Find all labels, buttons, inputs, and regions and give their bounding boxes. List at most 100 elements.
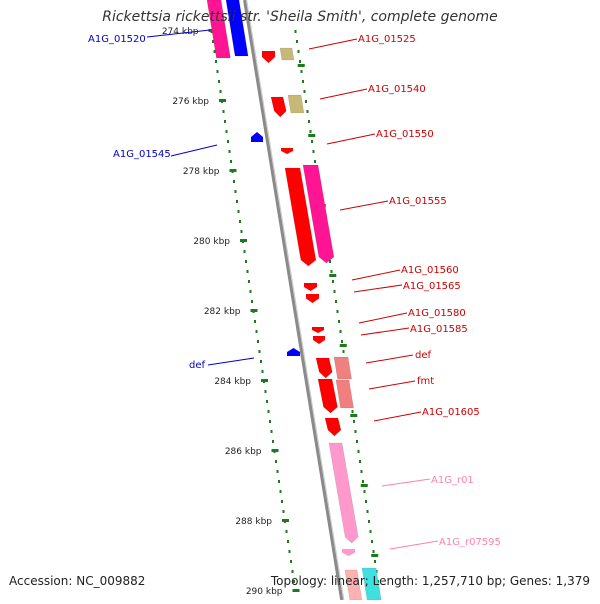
ruler-dot — [267, 410, 270, 413]
ruler-tick-label: 286 kbp — [225, 447, 262, 457]
gene-label: fmt — [417, 376, 434, 387]
gene-leader-line — [207, 357, 255, 366]
gene-leader-line — [319, 88, 368, 100]
ruler-dot — [294, 30, 297, 33]
ruler-minor-tick — [371, 554, 379, 557]
ruler-dot — [218, 80, 220, 83]
ruler-dot — [225, 130, 228, 133]
gene-block-a1g-01525-olive — [279, 47, 295, 61]
map-title: Rickettsia rickettsii str. 'Sheila Smith… — [102, 9, 498, 25]
ruler-dot — [266, 400, 268, 403]
ruler-dot — [300, 70, 303, 73]
gene-leader-line — [351, 269, 401, 281]
ruler-dot — [257, 340, 259, 343]
ruler-dot — [239, 220, 241, 223]
ruler-dot — [245, 260, 247, 263]
gene-label: def — [189, 360, 206, 371]
ruler-dot — [371, 540, 373, 543]
gene-label: A1G_01605 — [422, 407, 480, 418]
gene-leader-line — [308, 38, 358, 50]
gene-label: A1G_01560 — [401, 265, 459, 276]
accession-text: Accession: NC_009882 — [9, 574, 146, 588]
gene-leader-line — [358, 312, 408, 324]
gene-block-a1g-01555-red — [284, 167, 317, 267]
gene-label: A1G_01565 — [403, 281, 461, 292]
ruler-dot — [366, 510, 369, 513]
ruler-dot — [249, 290, 252, 293]
gene-label: A1G_01550 — [376, 129, 434, 140]
gene-label: A1G_01585 — [410, 324, 468, 335]
ruler-dot — [353, 420, 355, 423]
ruler-dot — [374, 560, 376, 563]
ruler-dot — [212, 40, 214, 43]
ruler-dot — [237, 210, 240, 213]
gene-block-def-light — [333, 356, 352, 380]
ruler-dot — [264, 390, 267, 393]
ruler-dot — [251, 300, 253, 303]
gene-leader-line — [353, 284, 403, 293]
ruler-dot — [308, 120, 310, 123]
ruler-dot — [275, 460, 277, 463]
ruler-tick-label: 284 kbp — [214, 377, 251, 387]
ruler-dot — [278, 480, 280, 483]
ruler-minor-tick — [329, 274, 337, 277]
ruler-dot — [338, 320, 340, 323]
ruler-major-tick — [282, 519, 289, 522]
ruler-dot — [261, 370, 264, 373]
ruler-dot — [213, 50, 216, 53]
ruler-dot — [339, 330, 342, 333]
ruler-tick-label: 282 kbp — [204, 307, 241, 317]
ruler-dot — [351, 410, 354, 413]
ruler-minor-tick — [339, 344, 347, 347]
ruler-dot — [341, 340, 343, 343]
ruler-dot — [296, 40, 298, 43]
ruler-major-tick — [250, 309, 258, 312]
ruler-dot — [302, 80, 304, 83]
gene-label: A1G_01520 — [88, 34, 146, 45]
ruler-dot — [285, 530, 288, 533]
ruler-dot — [282, 510, 285, 513]
ruler-major-tick — [292, 589, 300, 592]
ruler-dot — [287, 540, 289, 543]
gene-block-a1g-01520-magenta — [206, 0, 231, 59]
ruler-minor-tick — [308, 134, 316, 137]
gene-label: A1G_01555 — [389, 196, 447, 207]
gene-label: A1G_01580 — [408, 308, 466, 319]
gene-leader-line — [368, 380, 416, 390]
genome-axis-highlight — [246, 0, 345, 601]
gene-arrow-a1g-r07595 — [342, 549, 355, 556]
ruler-tick-label: 280 kbp — [193, 237, 230, 247]
ruler-major-tick — [271, 449, 279, 452]
ruler-dot — [335, 300, 337, 303]
ruler-dot — [269, 420, 271, 423]
gene-arrow-a1g-01540 — [270, 96, 287, 118]
ruler-major-tick — [261, 379, 268, 382]
ruler-dot — [272, 440, 274, 443]
gene-leader-line — [360, 327, 410, 336]
ruler-dot — [233, 180, 235, 183]
genome-summary-text: Topology: linear; Length: 1,257,710 bp; … — [270, 574, 590, 588]
ruler-dot — [288, 550, 291, 553]
gene-label: A1G_01545 — [113, 149, 171, 160]
ruler-dot — [330, 270, 333, 273]
ruler-tick-label: 274 kbp — [162, 27, 199, 37]
ruler-dot — [369, 530, 372, 533]
ruler-dot — [258, 350, 261, 353]
ruler-dot — [276, 470, 279, 473]
ruler-dot — [291, 570, 294, 573]
ruler-tick-label: 276 kbp — [172, 97, 209, 107]
gene-block-a1g-r01 — [328, 442, 359, 544]
ruler-dot — [260, 360, 262, 363]
ruler-dot — [314, 160, 316, 163]
ruler-dot — [279, 490, 282, 493]
ruler-major-tick — [240, 239, 247, 242]
ruler-dot — [248, 280, 250, 283]
ruler-dot — [219, 90, 222, 93]
gene-arrow-def-blue — [287, 348, 300, 356]
ruler-dot — [360, 470, 363, 473]
ruler-dot — [362, 480, 364, 483]
ruler-minor-tick — [360, 484, 368, 487]
gene-arrow-a1g-01565 — [306, 294, 319, 303]
gene-block-a1g-01520-blue — [225, 0, 249, 57]
ruler-dot — [240, 230, 243, 233]
